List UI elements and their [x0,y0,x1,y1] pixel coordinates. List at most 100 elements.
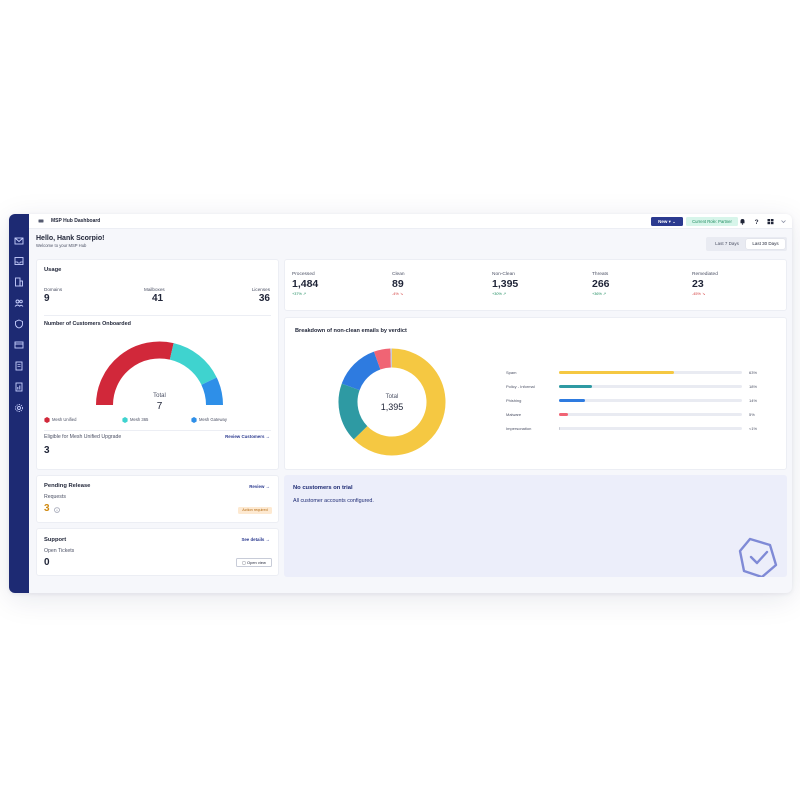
verdict-label: Malware [506,412,522,417]
trend-down-icon: ↘ [701,291,706,296]
donut-slice-spam[interactable] [353,348,446,456]
mailboxes-label: Mailboxes [144,287,165,292]
usage-licenses: Licenses 36 [252,287,270,304]
requests-label: Requests [44,494,66,500]
verdict-percent: <1% [749,426,758,431]
verdict-percent: 14% [749,398,758,403]
gauge-segment-mesh-unified[interactable] [96,341,174,406]
document-icon[interactable] [14,361,24,371]
support-card: Support See details → Open Tickets 0 ▢ O… [36,528,279,576]
gauge-segment-mesh-365[interactable] [169,343,217,386]
verdict-label: Impersonation [506,426,532,431]
trend-up-icon: ↗ [302,291,307,296]
verdict-label: Policy - Informal [506,384,535,389]
role-badge[interactable]: Current Role: Partner [686,217,738,226]
trial-title: No customers on trial [293,485,353,491]
onboarded-title: Number of Customers Onboarded [44,321,131,327]
hexagon-icon [122,417,128,423]
trial-card: No customers on trial All customer accou… [284,475,787,577]
greeting-title: Hello, Hank Scorpio! [36,235,105,242]
legend-mesh-365: Mesh 365 [122,417,148,423]
inbox-icon[interactable] [14,256,24,266]
domains-label: Domains [44,287,63,292]
app-window: MSP Hub Dashboard New ▾ ⌄ Current Role: … [9,214,792,593]
card-icon[interactable] [14,340,24,350]
verdict-bar-phishing[interactable] [559,399,585,402]
usage-card: Usage Domains 9 Mailboxes 41 Licenses 36… [36,259,279,470]
apps-icon[interactable] [767,218,774,225]
open-tickets-value: 0 [44,557,50,568]
pending-release-card: Pending Release Review → Requests 3 Acti… [36,475,279,523]
page-title: MSP Hub Dashboard [51,218,101,224]
verdict-bar-track [559,427,742,430]
eligible-value: 3 [44,445,50,456]
divider [44,430,271,431]
verdict-percent: 63% [749,370,758,375]
external-icon: ▢ [242,560,246,565]
trend-up-icon: ↗ [502,291,507,296]
hexagon-icon [191,417,197,423]
verdict-bar-track [559,399,742,402]
chevron-down-icon[interactable] [780,218,787,225]
usage-mailboxes: Mailboxes 41 [144,287,165,304]
donut-total-value: 1,395 [381,402,404,412]
stats-card: Processed 1,484 +37% ↗ Clean 89 -4% ↘ No… [284,259,787,311]
eligible-label: Eligible for Mesh Unified Upgrade [44,434,122,440]
sidebar [9,214,29,593]
mail-icon[interactable] [14,236,24,246]
donut-slice-phishing[interactable] [341,351,381,391]
open-view-button[interactable]: ▢ Open view [236,558,272,567]
licenses-value: 36 [258,293,270,304]
help-icon[interactable]: ? [753,218,760,225]
greeting: Hello, Hank Scorpio! Welcome to your MSP… [36,235,104,248]
stat-threats: Threats 266 +36% ↗ [592,272,610,296]
trend-down-icon: ↘ [399,291,404,296]
review-customers-link[interactable]: Review Customers → [225,434,270,439]
trend-up-icon: ↗ [602,291,607,296]
shield-icon[interactable] [14,319,24,329]
gear-icon[interactable] [14,403,24,413]
info-icon[interactable] [54,507,60,513]
stat-non-clean: Non-Clean 1,395 +30% ↗ [492,272,519,296]
users-icon[interactable] [14,298,24,308]
range-option-7-days[interactable]: Last 7 Days [715,241,739,246]
range-option-30-days[interactable]: Last 30 Days [746,239,785,249]
verdict-bar-impersonation[interactable] [559,427,560,430]
verdict-bar-spam[interactable] [559,371,675,374]
trial-subtitle: All customer accounts configured. [293,498,374,504]
home-icon[interactable] [38,218,44,224]
gauge-total-label: Total [153,393,166,399]
onboarded-gauge-chart: Total 7 [96,341,223,412]
bell-icon[interactable] [739,218,746,225]
donut-slice-policy-informal[interactable] [338,383,368,440]
usage-title: Usage [44,267,62,273]
see-details-link[interactable]: See details → [241,537,270,542]
requests-value: 3 [44,503,50,514]
stat-processed: Processed 1,484 +37% ↗ [292,272,319,296]
open-tickets-label: Open Tickets [44,548,75,554]
gauge-total-value: 7 [157,401,163,412]
mailboxes-value: 41 [152,293,164,304]
review-link[interactable]: Review → [249,484,270,489]
date-range-toggle: Last 7 Days Last 30 Days [706,237,787,251]
gauge-segment-mesh-gateway[interactable] [201,377,223,406]
verdict-label: Spam [506,370,517,375]
report-icon[interactable] [14,382,24,392]
verdict-percent: 18% [749,384,758,389]
support-title: Support [44,537,67,543]
breakdown-title: Breakdown of non-clean emails by verdict [295,328,407,334]
verdict-bar-track [559,385,742,388]
verdict-bar-policy-informal[interactable] [559,385,592,388]
new-button[interactable]: New ▾ ⌄ [651,217,683,226]
usage-domains: Domains 9 [44,287,62,304]
hexagon-icon [44,417,50,423]
verdict-bar-malware[interactable] [559,413,569,416]
breakdown-card: Breakdown of non-clean emails by verdict… [284,317,787,470]
licenses-label: Licenses [251,287,270,292]
donut-slice-malware[interactable] [373,348,392,370]
legend-mesh-gateway: Mesh Gateway [191,417,227,423]
building-icon[interactable] [14,277,24,287]
stat-remediated: Remediated 23 -45% ↘ [692,272,718,296]
verdict-donut-chart: Total 1,395 [338,348,446,456]
action-required-badge: Action required [238,507,272,514]
